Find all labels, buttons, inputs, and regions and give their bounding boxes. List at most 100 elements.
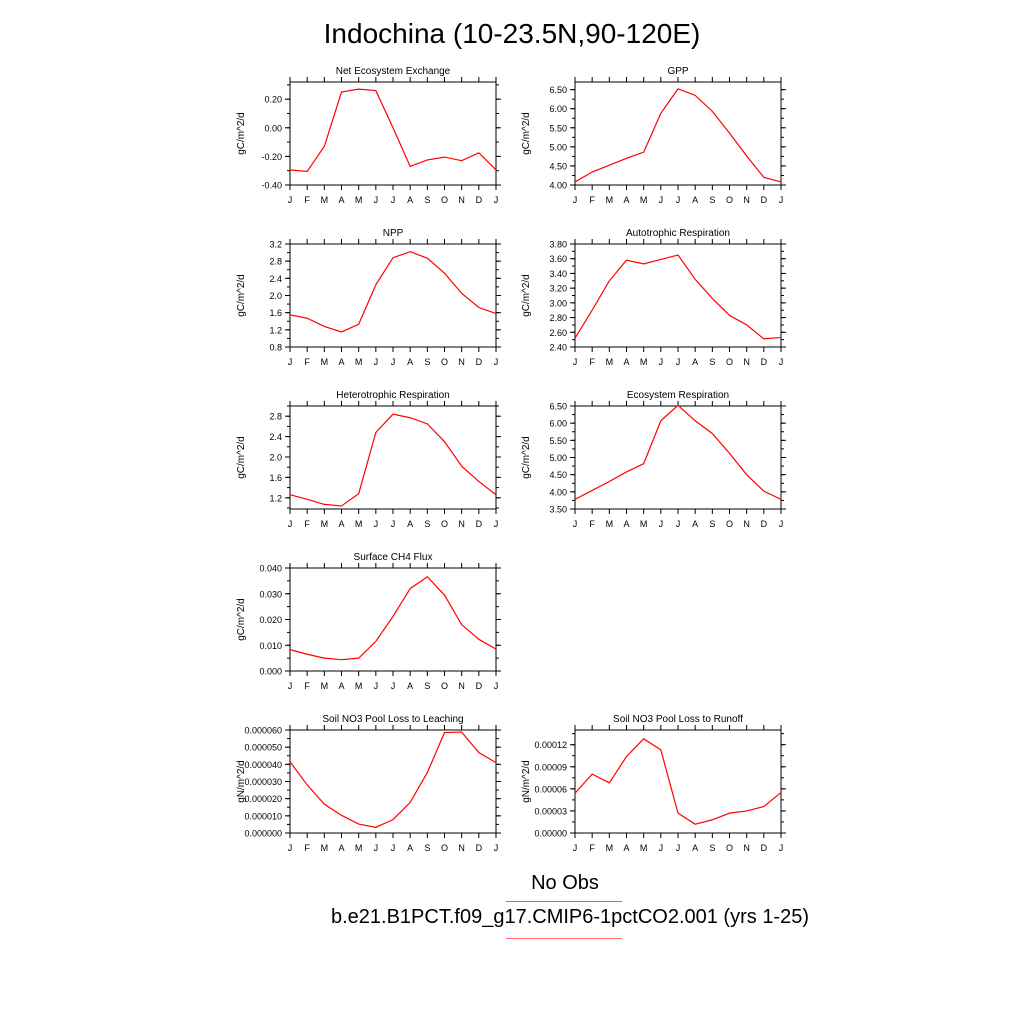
y-tick-label: 2.8 (269, 412, 282, 422)
panel-title: Soil NO3 Pool Loss to Leaching (322, 714, 463, 725)
x-tick-label: J (288, 843, 293, 853)
x-tick-label: A (692, 357, 698, 367)
x-tick-label: A (623, 519, 629, 529)
x-tick-label: A (407, 357, 413, 367)
x-tick-label: J (659, 843, 664, 853)
y-tick-label: -0.40 (261, 181, 282, 191)
y-axis-label: gC/m^2/d (521, 274, 532, 317)
y-tick-label: 2.0 (269, 291, 282, 301)
legend-obs-label: No Obs (531, 872, 599, 894)
y-tick-label: 0.00000 (534, 829, 567, 839)
x-tick-label: D (761, 357, 768, 367)
y-tick-label: 3.00 (549, 298, 567, 308)
plot-frame (289, 405, 497, 510)
x-tick-label: A (338, 843, 344, 853)
y-tick-label: 2.4 (269, 274, 282, 284)
x-tick-label: N (458, 357, 465, 367)
x-tick-label: M (321, 843, 329, 853)
y-tick-label: 3.40 (549, 269, 567, 279)
y-tick-label: 6.00 (549, 104, 567, 114)
x-tick-label: F (589, 357, 595, 367)
x-tick-label: S (709, 357, 715, 367)
y-tick-label: 6.50 (549, 402, 567, 412)
y-tick-label: 0.000 (259, 667, 282, 677)
x-tick-label: J (676, 519, 681, 529)
y-tick-label: 1.2 (269, 493, 282, 503)
x-tick-label: J (288, 195, 293, 205)
x-tick-label: J (779, 519, 784, 529)
y-axis-label: gC/m^2/d (521, 436, 532, 479)
x-tick-label: M (606, 519, 614, 529)
x-tick-label: A (623, 357, 629, 367)
y-tick-label: 1.6 (269, 473, 282, 483)
x-tick-label: A (338, 195, 344, 205)
y-tick-label: 2.40 (549, 343, 567, 353)
x-tick-label: O (441, 843, 448, 853)
panel-title: Surface CH4 Flux (354, 552, 433, 563)
x-tick-label: J (288, 681, 293, 691)
x-tick-label: N (743, 843, 750, 853)
y-tick-label: 2.4 (269, 432, 282, 442)
x-tick-label: M (355, 519, 363, 529)
y-tick-label: 0.00009 (534, 762, 567, 772)
y-tick-label: 0.000040 (244, 760, 282, 770)
x-tick-label: J (374, 843, 379, 853)
x-tick-label: M (321, 519, 329, 529)
series-line (289, 731, 497, 828)
x-tick-label: O (441, 681, 448, 691)
y-tick-label: 0.000020 (244, 794, 282, 804)
x-tick-label: F (304, 843, 310, 853)
x-tick-label: J (573, 195, 578, 205)
x-tick-label: O (726, 357, 733, 367)
y-tick-label: 4.00 (549, 181, 567, 191)
x-tick-label: J (779, 357, 784, 367)
y-tick-label: 2.60 (549, 328, 567, 338)
x-tick-label: N (743, 195, 750, 205)
y-tick-label: 1.2 (269, 325, 282, 335)
y-tick-label: 5.00 (549, 453, 567, 463)
x-tick-label: N (743, 357, 750, 367)
main-title: Indochina (10-23.5N,90-120E) (323, 18, 701, 49)
x-tick-label: J (391, 843, 396, 853)
x-tick-label: J (573, 519, 578, 529)
y-tick-label: 4.50 (549, 161, 567, 171)
x-tick-label: J (374, 519, 379, 529)
plot-frame (574, 243, 782, 348)
x-tick-label: D (761, 519, 768, 529)
y-tick-label: 6.50 (549, 85, 567, 95)
y-tick-label: 0.040 (259, 564, 282, 574)
x-tick-label: S (424, 519, 430, 529)
y-tick-label: 0.8 (269, 343, 282, 353)
x-tick-label: S (709, 843, 715, 853)
x-tick-label: J (374, 681, 379, 691)
x-tick-label: J (659, 357, 664, 367)
y-tick-label: 3.50 (549, 505, 567, 515)
y-tick-label: 3.2 (269, 240, 282, 250)
x-tick-label: A (338, 519, 344, 529)
x-tick-label: O (726, 843, 733, 853)
x-tick-label: J (676, 357, 681, 367)
x-tick-label: J (676, 843, 681, 853)
y-tick-label: 0.00006 (534, 784, 567, 794)
x-tick-label: A (692, 843, 698, 853)
x-tick-label: F (589, 843, 595, 853)
x-tick-label: F (304, 357, 310, 367)
x-tick-label: M (355, 357, 363, 367)
y-tick-label: 6.00 (549, 419, 567, 429)
x-tick-label: J (494, 681, 499, 691)
x-tick-label: M (606, 195, 614, 205)
y-tick-label: 2.8 (269, 257, 282, 267)
x-tick-label: D (761, 195, 768, 205)
x-tick-label: A (407, 843, 413, 853)
y-axis-label: gC/m^2/d (236, 112, 247, 155)
y-tick-label: 1.6 (269, 308, 282, 318)
x-tick-label: O (441, 357, 448, 367)
legend-obs-line (506, 901, 622, 902)
series-line (289, 413, 497, 507)
